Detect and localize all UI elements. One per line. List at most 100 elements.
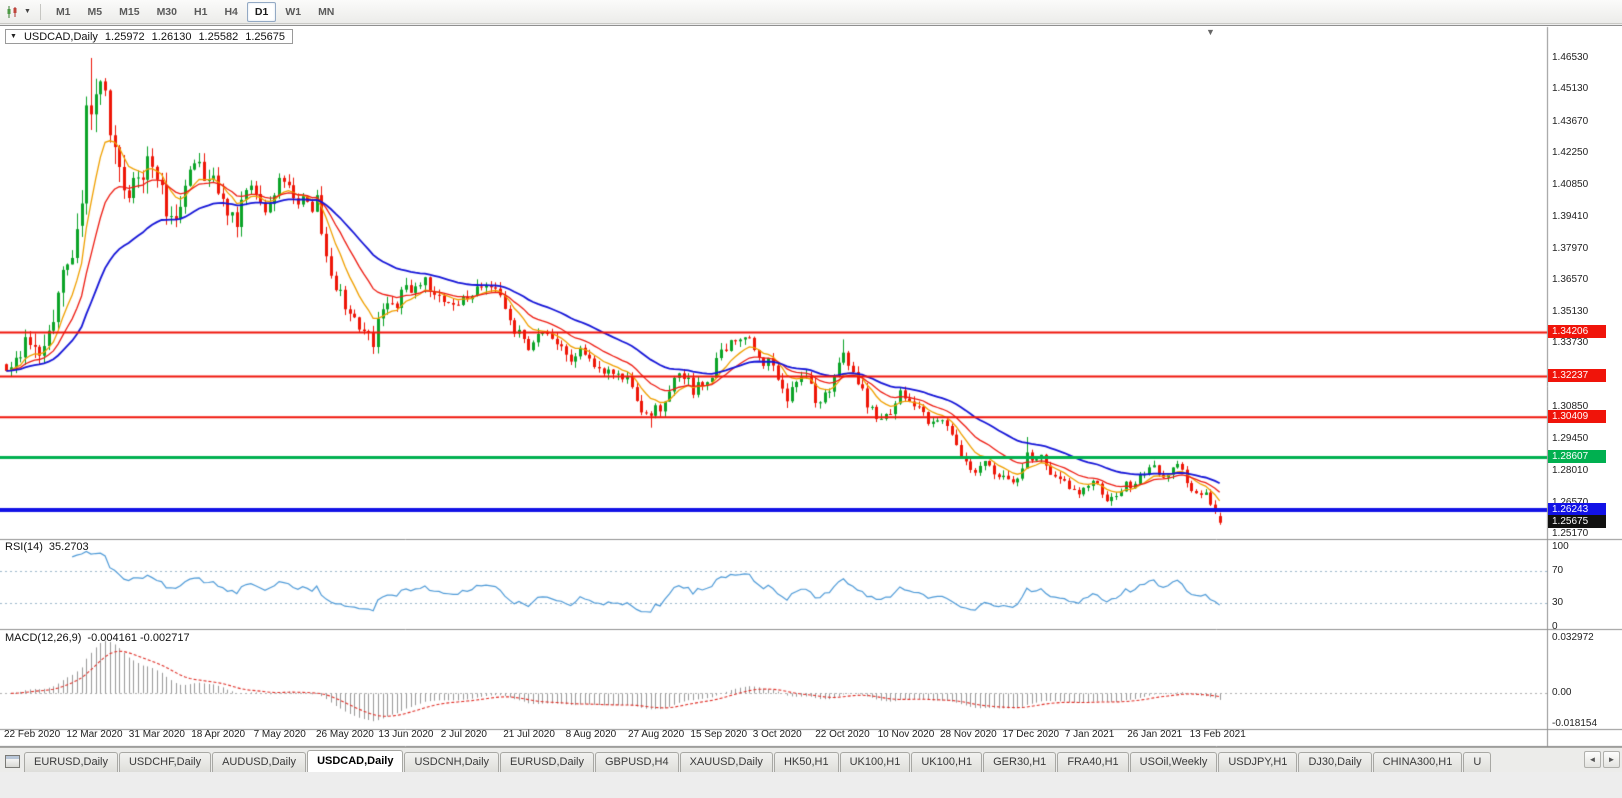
price-scale-label: 1.46530 (1552, 51, 1589, 63)
rsi-scale-label: 70 (1552, 565, 1564, 576)
chart-tab-usdjpy-h1[interactable]: USDJPY,H1 (1218, 752, 1298, 772)
date-axis-label: 22 Oct 2020 (815, 729, 870, 740)
date-axis-label: 12 Mar 2020 (66, 729, 123, 740)
date-axis-label: 7 Jan 2021 (1064, 729, 1115, 740)
tab-scroll-buttons: ◄ ► (1584, 751, 1620, 768)
price-scale-label: 1.28010 (1552, 464, 1589, 476)
price-scale-label: 1.42250 (1552, 147, 1589, 159)
level-price-tag[interactable]: 1.30409 (1548, 409, 1606, 423)
top-toolbar: ▼ M1 M5 M15 M30 H1 H4 D1 W1 MN (0, 0, 1622, 24)
chart-tab-gbpusd-h4[interactable]: GBPUSD,H4 (595, 752, 679, 772)
rsi-scale-label: 30 (1552, 597, 1564, 608)
price-scale-label: 1.25170 (1552, 527, 1589, 539)
chart-type-candlestick-icon[interactable] (4, 4, 20, 19)
caption-collapse-icon[interactable]: ▼ (10, 33, 17, 40)
date-axis-label: 17 Dec 2020 (1002, 729, 1060, 740)
chart-shift-marker-icon: ▼ (1206, 27, 1215, 37)
chart-tab-usdcad-daily[interactable]: USDCAD,Daily (307, 750, 404, 772)
level-price-tag[interactable]: 1.34206 (1548, 325, 1606, 339)
chart-tab-dj30-daily[interactable]: DJ30,Daily (1298, 752, 1372, 772)
macd-current-values: -0.004161 -0.002717 (87, 632, 190, 644)
chart-tab-china300-h1[interactable]: CHINA300,H1 (1372, 752, 1463, 772)
timeframe-button-h1[interactable]: H1 (194, 5, 208, 18)
date-axis-label: 10 Nov 2020 (877, 729, 935, 740)
timeframe-button-m30[interactable]: M30 (156, 5, 177, 18)
chart-tab-eurusd-daily[interactable]: EURUSD,Daily (500, 752, 594, 772)
price-scale-label: 1.40850 (1552, 178, 1589, 190)
date-axis-label: 8 Aug 2020 (565, 729, 617, 740)
timeframe-button-w1[interactable]: W1 (285, 5, 302, 18)
caption-close-value: 1.25675 (245, 30, 285, 43)
price-scale-label: 1.39410 (1552, 210, 1589, 222)
date-axis-label: 2 Jul 2020 (440, 729, 487, 740)
level-price-tag[interactable]: 1.28607 (1548, 449, 1606, 463)
chart-tab-fra40-h1[interactable]: FRA40,H1 (1057, 752, 1129, 772)
current-price-tag: 1.25675 (1548, 515, 1606, 529)
date-axis-label: 21 Jul 2020 (503, 729, 555, 740)
timeframe-buttons: M1 M5 M15 M30 H1 H4 D1 W1 MN (48, 1, 342, 22)
date-axis-label: 28 Nov 2020 (940, 729, 997, 740)
timeframe-button-m15[interactable]: M15 (119, 5, 140, 18)
price-scale-label: 1.29450 (1552, 432, 1589, 444)
rsi-current-value: 35.2703 (48, 541, 89, 553)
date-axis-label: 26 May 2020 (316, 729, 374, 740)
price-scale-label: 1.43670 (1552, 115, 1589, 127)
chart-tab-ger30-h1[interactable]: GER30,H1 (983, 752, 1057, 772)
macd-scale-label: -0.018154 (1552, 718, 1598, 729)
date-axis-label: 27 Aug 2020 (628, 729, 685, 740)
chart-tab-xauusd-daily[interactable]: XAUUSD,Daily (679, 752, 773, 772)
chart-caption[interactable]: ▼ USDCAD,Daily 1.25972 1.26130 1.25582 1… (5, 29, 293, 44)
rsi-indicator-name: RSI(14) (5, 541, 43, 553)
timeframe-button-d1[interactable]: D1 (246, 1, 277, 22)
price-scale-label: 1.33730 (1552, 337, 1589, 349)
date-axis-label: 31 Mar 2020 (128, 729, 185, 740)
toolbar-separator (39, 3, 41, 20)
price-scale-label: 1.30850 (1552, 401, 1589, 413)
chart-tab-uk100-h1[interactable]: UK100,H1 (911, 752, 983, 772)
chart-tab-u[interactable]: U (1463, 752, 1492, 772)
chart-tab-hk50-h1[interactable]: HK50,H1 (773, 752, 839, 772)
date-axis-label: 13 Jun 2020 (378, 729, 434, 740)
caption-symbol: USDCAD,Daily (23, 30, 98, 43)
price-scale-label: 1.36570 (1552, 273, 1589, 285)
date-axis-label: 3 Oct 2020 (752, 729, 802, 740)
caption-low-value: 1.25582 (198, 30, 239, 43)
date-axis-label: 26 Jan 2021 (1127, 729, 1183, 740)
macd-scale-label: 0.032972 (1552, 632, 1594, 643)
tabs-scroll-right-button[interactable]: ► (1603, 751, 1620, 768)
macd-indicator-label: MACD(12,26,9) -0.004161 -0.002717 (5, 632, 190, 644)
rsi-scale-label: 0 (1552, 621, 1558, 632)
date-axis-label: 18 Apr 2020 (191, 729, 246, 740)
chart-tab-audusd-daily[interactable]: AUDUSD,Daily (212, 752, 307, 772)
chart-tabs: EURUSD,Daily USDCHF,Daily AUDUSD,Daily USDC… (24, 750, 1580, 772)
chart-tab-usoil-weekly[interactable]: USOil,Weekly (1129, 752, 1218, 772)
rsi-indicator-label: RSI(14) 35.2703 (5, 541, 89, 553)
chart-window: ▼ USDCAD,Daily 1.25972 1.26130 1.25582 1… (0, 25, 1622, 747)
tabs-scroll-left-button[interactable]: ◄ (1584, 751, 1601, 768)
chart-type-dropdown-caret-icon[interactable]: ▼ (24, 8, 31, 15)
rsi-scale-label: 100 (1552, 541, 1569, 552)
timeframe-button-h4[interactable]: H4 (224, 5, 238, 18)
date-axis-label: 22 Feb 2020 (4, 729, 61, 740)
chart-tab-usdchf-daily[interactable]: USDCHF,Daily (118, 752, 212, 772)
macd-indicator-name: MACD(12,26,9) (5, 632, 82, 644)
date-axis-label: 7 May 2020 (253, 729, 306, 740)
timeframe-button-m5[interactable]: M5 (87, 5, 103, 18)
chart-tab-bar: EURUSD,Daily USDCHF,Daily AUDUSD,Daily USDC… (0, 747, 1622, 772)
price-scale-label: 1.35130 (1552, 306, 1589, 318)
price-scale-label: 1.26570 (1552, 497, 1588, 508)
macd-scale-label: 0.00 (1552, 687, 1572, 699)
charts-list-icon[interactable] (5, 755, 20, 768)
timeframe-button-m1[interactable]: M1 (55, 5, 71, 18)
level-price-tag[interactable]: 1.26243 (1548, 502, 1606, 516)
chart-tab-usdcnh-daily[interactable]: USDCNH,Daily (404, 752, 500, 772)
date-axis-label: 15 Sep 2020 (690, 729, 748, 740)
price-scale-label: 1.37970 (1552, 242, 1589, 254)
date-axis-label: 13 Feb 2021 (1189, 729, 1246, 740)
level-price-tag[interactable]: 1.32237 (1548, 368, 1606, 382)
chart-tab-eurusd-daily[interactable]: EURUSD,Daily (24, 752, 118, 772)
price-chart-canvas[interactable] (0, 26, 1622, 747)
caption-high-value: 1.26130 (151, 30, 192, 43)
timeframe-button-mn[interactable]: MN (318, 5, 335, 18)
chart-tab-uk100-h1[interactable]: UK100,H1 (839, 752, 911, 772)
